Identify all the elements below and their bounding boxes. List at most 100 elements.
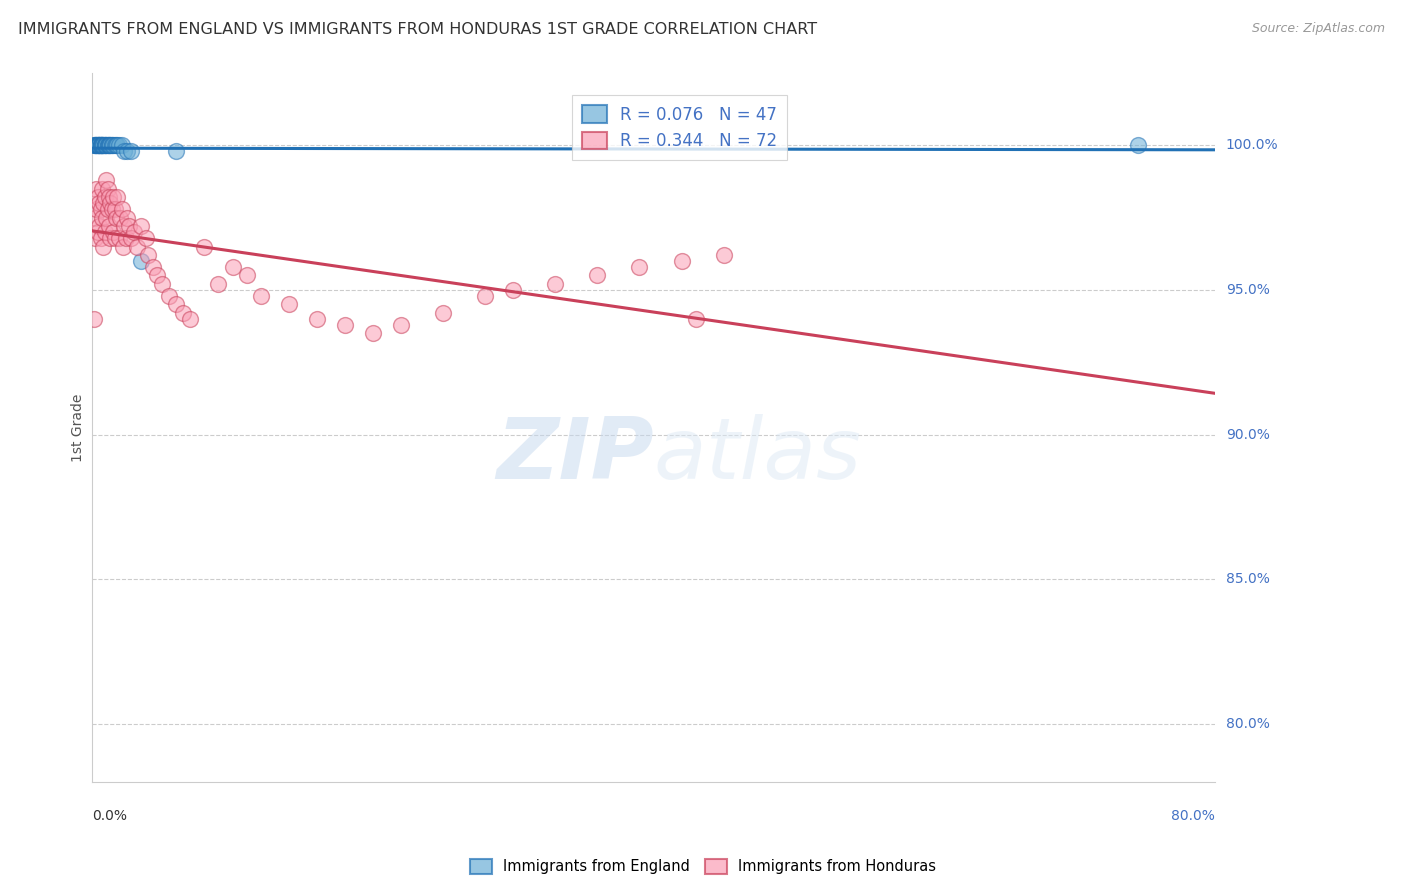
Point — [145, 268, 167, 283]
Point — [193, 239, 215, 253]
Point — [93, 138, 115, 153]
Point — [90, 138, 112, 153]
Point — [103, 225, 125, 239]
Point — [87, 138, 110, 153]
Point — [129, 254, 152, 268]
Text: atlas: atlas — [654, 414, 862, 497]
Point — [87, 138, 110, 153]
Point — [90, 231, 112, 245]
Point — [586, 268, 609, 283]
Point — [107, 190, 129, 204]
Text: ZIP: ZIP — [496, 414, 654, 497]
Point — [91, 138, 114, 153]
Point — [179, 311, 201, 326]
Point — [94, 138, 117, 153]
Point — [86, 138, 108, 153]
Text: 85.0%: 85.0% — [1226, 572, 1270, 586]
Point — [87, 225, 110, 239]
Point — [110, 211, 132, 225]
Point — [97, 138, 120, 153]
Point — [157, 289, 180, 303]
Point — [277, 297, 299, 311]
Point — [84, 138, 107, 153]
Point — [91, 211, 114, 225]
Point — [104, 202, 127, 216]
Point — [89, 138, 111, 153]
Point — [544, 277, 567, 292]
Point — [108, 231, 131, 245]
Text: 80.0%: 80.0% — [1226, 717, 1270, 731]
Text: Source: ZipAtlas.com: Source: ZipAtlas.com — [1251, 22, 1385, 36]
Point — [100, 196, 122, 211]
Point — [103, 138, 125, 153]
Point — [121, 144, 143, 158]
Point — [90, 138, 112, 153]
Point — [361, 326, 384, 341]
Point — [89, 138, 111, 153]
Point — [235, 268, 257, 283]
Point — [474, 289, 496, 303]
Point — [713, 248, 735, 262]
Point — [86, 138, 108, 153]
Point — [121, 231, 143, 245]
Point — [90, 202, 112, 216]
Point — [93, 196, 115, 211]
Point — [249, 289, 271, 303]
Point — [389, 318, 412, 332]
Text: 0.0%: 0.0% — [93, 809, 127, 823]
Point — [94, 138, 117, 153]
Point — [86, 202, 108, 216]
Point — [124, 225, 146, 239]
Point — [117, 211, 139, 225]
Point — [101, 138, 124, 153]
Point — [93, 138, 115, 153]
Point — [98, 138, 121, 153]
Point — [104, 231, 127, 245]
Point — [107, 138, 129, 153]
Point — [97, 182, 120, 196]
Point — [333, 318, 356, 332]
Point — [101, 202, 124, 216]
Point — [98, 219, 121, 234]
Point — [98, 138, 121, 153]
Point — [114, 144, 136, 158]
Point — [115, 231, 138, 245]
Point — [100, 138, 122, 153]
Point — [127, 239, 149, 253]
Point — [117, 144, 139, 158]
Point — [98, 190, 121, 204]
Point — [91, 138, 114, 153]
Point — [129, 219, 152, 234]
Point — [84, 231, 107, 245]
Point — [112, 239, 135, 253]
Point — [90, 138, 112, 153]
Point — [118, 219, 141, 234]
Point — [97, 138, 120, 153]
Point — [305, 311, 328, 326]
Point — [502, 283, 524, 297]
Text: 95.0%: 95.0% — [1226, 283, 1270, 297]
Point — [105, 211, 128, 225]
Point — [165, 144, 187, 158]
Point — [83, 138, 105, 153]
Point — [84, 138, 107, 153]
Point — [134, 231, 156, 245]
Point — [89, 138, 111, 153]
Point — [96, 211, 118, 225]
Point — [136, 248, 159, 262]
Point — [94, 190, 117, 204]
Point — [96, 173, 118, 187]
Point — [96, 138, 118, 153]
Point — [83, 311, 105, 326]
Point — [114, 219, 136, 234]
Point — [141, 260, 163, 274]
Point — [628, 260, 651, 274]
Text: 100.0%: 100.0% — [1226, 138, 1278, 153]
Point — [89, 138, 111, 153]
Point — [104, 138, 127, 153]
Y-axis label: 1st Grade: 1st Grade — [72, 393, 86, 461]
Point — [90, 138, 112, 153]
Legend: R = 0.076   N = 47, R = 0.344   N = 72: R = 0.076 N = 47, R = 0.344 N = 72 — [572, 95, 787, 161]
Point — [87, 190, 110, 204]
Point — [97, 202, 120, 216]
